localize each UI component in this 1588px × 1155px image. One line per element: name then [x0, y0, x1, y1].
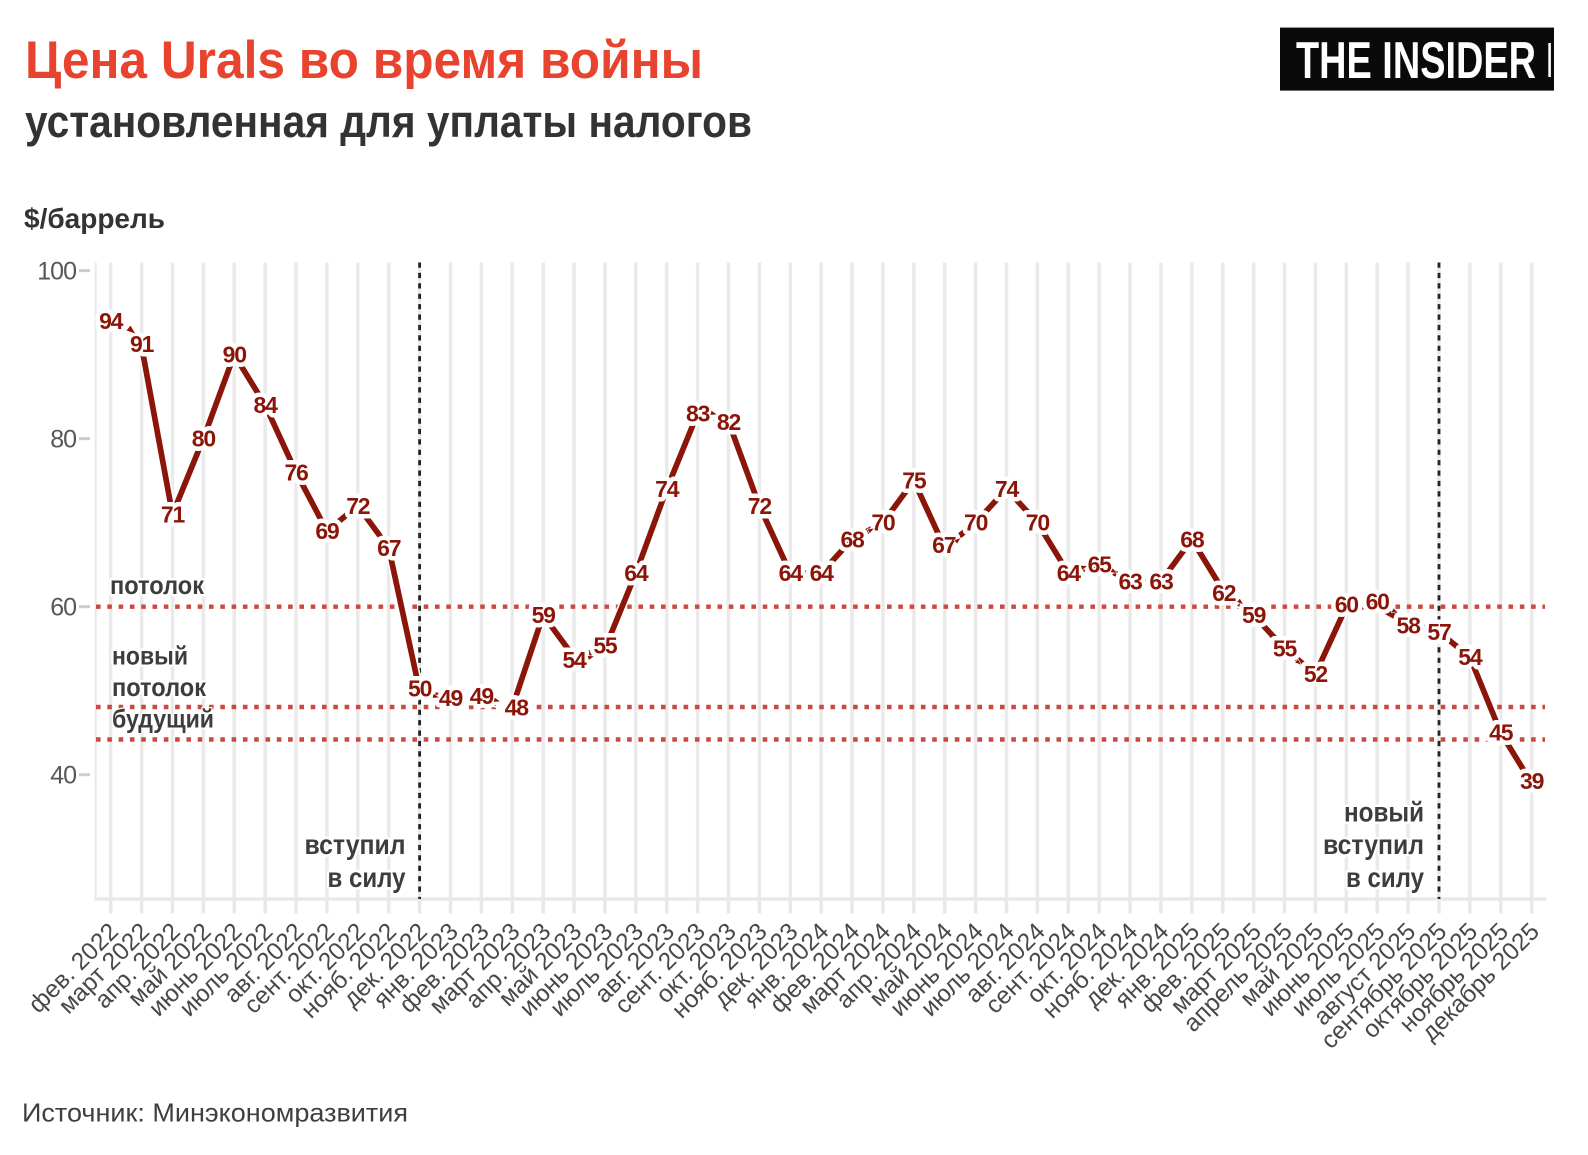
svg-text:63: 63	[1118, 568, 1142, 594]
svg-text:82: 82	[717, 409, 741, 435]
svg-text:69: 69	[315, 518, 339, 544]
svg-text:вступил: вступил	[1323, 829, 1424, 860]
svg-text:57: 57	[1427, 619, 1451, 645]
svg-text:54: 54	[1458, 644, 1483, 670]
svg-text:50: 50	[408, 676, 432, 702]
svg-text:вступил: вступил	[305, 829, 406, 860]
svg-text:49: 49	[470, 683, 494, 709]
svg-text:49: 49	[439, 685, 463, 711]
svg-text:94: 94	[99, 308, 124, 334]
svg-text:Источник: Минэкономразвития: Источник: Минэкономразвития	[22, 1098, 408, 1128]
svg-text:90: 90	[223, 342, 247, 368]
svg-text:60: 60	[1366, 589, 1390, 615]
svg-text:45: 45	[1489, 720, 1514, 746]
svg-text:65: 65	[1088, 552, 1113, 578]
svg-text:40: 40	[50, 762, 76, 790]
svg-text:потолок: потолок	[112, 672, 207, 702]
svg-text:60: 60	[1335, 592, 1359, 618]
svg-text:75: 75	[902, 468, 927, 494]
svg-text:74: 74	[995, 476, 1020, 502]
svg-text:48: 48	[505, 695, 530, 721]
svg-text:55: 55	[593, 633, 618, 659]
svg-text:64: 64	[624, 560, 649, 586]
svg-text:52: 52	[1304, 661, 1328, 687]
svg-text:68: 68	[840, 526, 865, 552]
svg-text:67: 67	[377, 535, 401, 561]
svg-text:59: 59	[1242, 602, 1266, 628]
svg-text:THE INSIDER: THE INSIDER	[1296, 32, 1536, 90]
svg-text:91: 91	[130, 331, 155, 357]
svg-text:68: 68	[1180, 526, 1205, 552]
svg-text:58: 58	[1396, 612, 1421, 638]
svg-text:54: 54	[562, 647, 587, 673]
svg-text:70: 70	[964, 510, 988, 536]
svg-text:72: 72	[748, 493, 772, 519]
svg-text:67: 67	[932, 532, 956, 558]
svg-text:55: 55	[1273, 636, 1298, 662]
svg-text:потолок: потолок	[110, 570, 205, 600]
svg-text:80: 80	[50, 426, 76, 454]
svg-text:64: 64	[810, 560, 835, 586]
svg-text:в силу: в силу	[328, 862, 406, 893]
svg-text:70: 70	[871, 510, 895, 536]
svg-text:60: 60	[50, 594, 76, 622]
svg-text:84: 84	[254, 392, 279, 418]
svg-text:64: 64	[779, 560, 804, 586]
svg-text:62: 62	[1212, 580, 1236, 606]
svg-text:новый: новый	[1344, 796, 1424, 827]
svg-text:будущий: будущий	[112, 704, 214, 734]
svg-text:83: 83	[686, 400, 710, 426]
svg-text:100: 100	[37, 258, 76, 286]
svg-text:59: 59	[532, 602, 556, 628]
svg-text:80: 80	[192, 426, 216, 452]
svg-text:63: 63	[1149, 568, 1173, 594]
svg-text:39: 39	[1520, 768, 1544, 794]
svg-text:64: 64	[1057, 560, 1082, 586]
svg-text:76: 76	[284, 459, 308, 485]
svg-text:72: 72	[346, 493, 370, 519]
svg-text:70: 70	[1026, 510, 1050, 536]
svg-text:74: 74	[655, 476, 680, 502]
svg-text:Цена Urals во время войны: Цена Urals во время войны	[25, 31, 703, 90]
svg-text:71: 71	[161, 501, 186, 527]
svg-text:в силу: в силу	[1346, 862, 1424, 893]
svg-text:установленная для уплаты налог: установленная для уплаты налогов	[25, 96, 752, 147]
svg-text:$/баррель: $/баррель	[24, 203, 165, 234]
svg-text:новый: новый	[112, 641, 188, 671]
